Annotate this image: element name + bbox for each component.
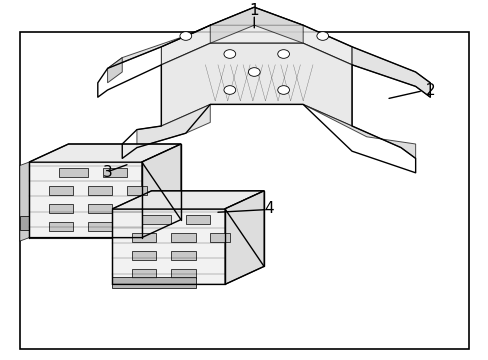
Text: 3: 3 xyxy=(102,165,112,180)
Polygon shape xyxy=(107,25,210,68)
Bar xyxy=(171,251,195,260)
Circle shape xyxy=(277,86,289,94)
Bar xyxy=(88,204,112,213)
Text: 2: 2 xyxy=(425,82,434,98)
Circle shape xyxy=(316,32,328,40)
Bar xyxy=(59,168,88,177)
Bar xyxy=(185,215,210,224)
Bar xyxy=(88,186,112,195)
Polygon shape xyxy=(137,104,210,148)
Text: 4: 4 xyxy=(264,201,273,216)
Bar xyxy=(102,168,127,177)
Polygon shape xyxy=(351,47,429,97)
Polygon shape xyxy=(20,216,29,230)
Bar xyxy=(132,233,156,242)
Bar xyxy=(132,251,156,260)
Circle shape xyxy=(224,50,235,58)
Polygon shape xyxy=(29,144,181,162)
Polygon shape xyxy=(210,7,303,25)
Polygon shape xyxy=(161,25,351,65)
Bar xyxy=(49,222,73,231)
Polygon shape xyxy=(20,162,29,241)
Bar xyxy=(142,215,171,224)
Polygon shape xyxy=(112,191,264,209)
Bar xyxy=(171,233,195,242)
Text: 1: 1 xyxy=(249,3,259,18)
Polygon shape xyxy=(142,144,181,238)
Polygon shape xyxy=(29,162,142,238)
Polygon shape xyxy=(112,277,195,288)
Bar xyxy=(49,186,73,195)
Polygon shape xyxy=(107,58,122,83)
Polygon shape xyxy=(112,209,224,284)
Bar xyxy=(132,269,156,278)
Circle shape xyxy=(224,86,235,94)
Bar xyxy=(127,186,146,195)
Polygon shape xyxy=(303,104,415,158)
Bar xyxy=(88,222,112,231)
Circle shape xyxy=(277,50,289,58)
Polygon shape xyxy=(161,43,351,126)
Polygon shape xyxy=(210,7,303,43)
Bar xyxy=(171,269,195,278)
Circle shape xyxy=(180,32,191,40)
Polygon shape xyxy=(224,191,264,284)
Bar xyxy=(210,233,229,242)
Bar xyxy=(49,204,73,213)
Circle shape xyxy=(248,68,260,76)
